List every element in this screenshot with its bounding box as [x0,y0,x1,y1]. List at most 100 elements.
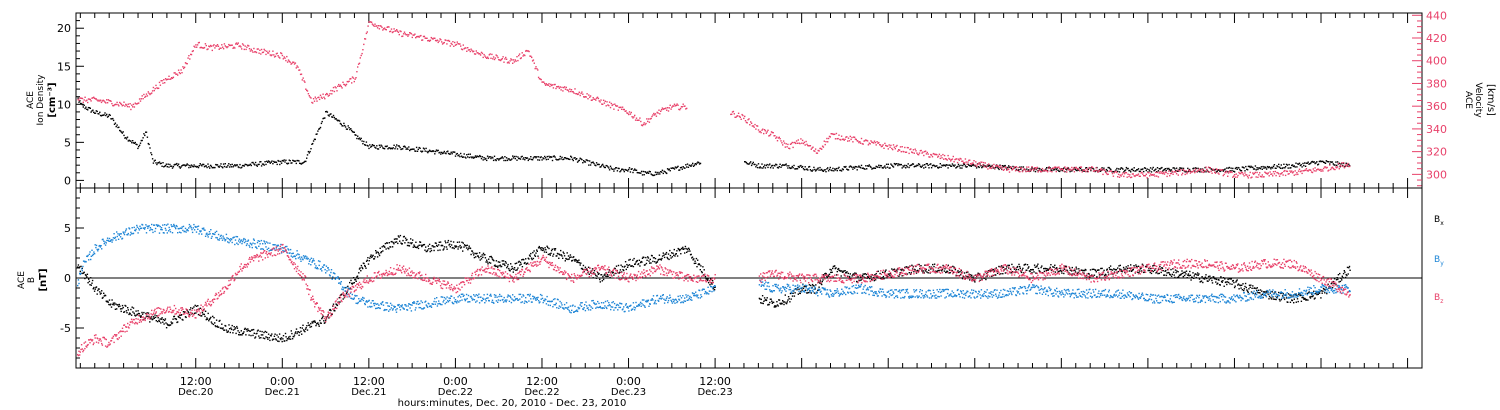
data-point [970,276,972,278]
data-point [1342,165,1344,168]
data-point [995,274,997,276]
data-point [903,166,905,168]
data-point [676,250,678,252]
data-point [121,105,123,107]
data-point [135,310,137,312]
data-point [1121,173,1123,176]
data-point [759,166,761,168]
data-point [1008,165,1010,167]
data-point [632,265,635,268]
data-point [913,271,915,273]
data-point [1007,264,1009,267]
data-point [204,43,207,45]
data-point [1272,165,1275,167]
data-point [1106,173,1108,176]
data-point [196,166,198,168]
data-point [324,321,326,324]
data-point [449,153,451,155]
data-point [322,93,324,95]
data-point [1140,168,1142,171]
data-point [321,97,323,99]
data-point [593,270,596,272]
data-point [756,166,759,169]
data-point [435,40,438,42]
data-point [1109,170,1111,172]
data-point [190,166,192,168]
data-point [926,151,928,154]
data-point [91,110,93,112]
data-point [91,279,94,282]
data-point [746,162,748,165]
data-point [485,261,487,263]
data-point [1175,173,1178,175]
data-point [1251,176,1253,178]
data-point [883,278,885,280]
data-point [147,312,150,314]
data-point [817,289,819,292]
data-point [739,116,741,118]
data-point [627,170,629,172]
data-point [163,166,165,168]
data-point [1204,170,1206,172]
data-point [1327,170,1329,172]
data-point [312,98,315,100]
data-point [658,254,661,256]
data-point [445,152,447,155]
data-point [596,163,599,166]
data-point [1272,171,1275,173]
data-point [469,247,472,250]
data-point [1260,166,1263,168]
data-point [588,94,590,96]
data-point [468,49,471,51]
data-point [986,275,988,277]
data-point [280,162,283,164]
data-point [1332,163,1334,165]
data-point [877,270,879,272]
data-point [153,160,155,162]
data-point [385,145,387,148]
data-point [1063,167,1065,169]
data-point [978,162,980,164]
data-point [1342,164,1344,167]
data-point [1129,267,1131,269]
data-point [1156,167,1159,169]
data-point [1124,268,1127,270]
data-point [402,236,405,238]
data-point [1161,166,1163,169]
data-point [132,142,135,144]
data-point [369,144,371,146]
data-point [1009,166,1012,168]
data-point [196,165,199,168]
data-point [565,157,567,160]
data-point [567,89,569,91]
data-point [550,84,553,87]
data-point [337,120,339,122]
data-point [244,163,246,166]
data-point [539,247,542,249]
data-point [811,147,813,149]
data-point [304,330,306,333]
data-point [996,164,999,167]
data-point [924,264,926,266]
data-point [1205,171,1207,173]
data-point [1229,170,1231,172]
data-point [447,39,449,42]
data-point [222,46,224,48]
data-point [364,38,367,40]
data-point [294,160,297,162]
data-point [117,305,120,308]
data-point [973,164,975,167]
data-point [362,143,364,145]
data-point [202,163,204,166]
data-point [1010,167,1012,169]
data-point [1316,161,1318,163]
data-point [422,35,425,38]
data-point [1281,172,1283,174]
data-point [687,247,690,249]
data-point [108,299,111,301]
data-point [536,249,538,251]
data-point [946,271,949,273]
data-point [294,332,296,334]
data-point [546,84,548,86]
data-point [1260,176,1263,178]
